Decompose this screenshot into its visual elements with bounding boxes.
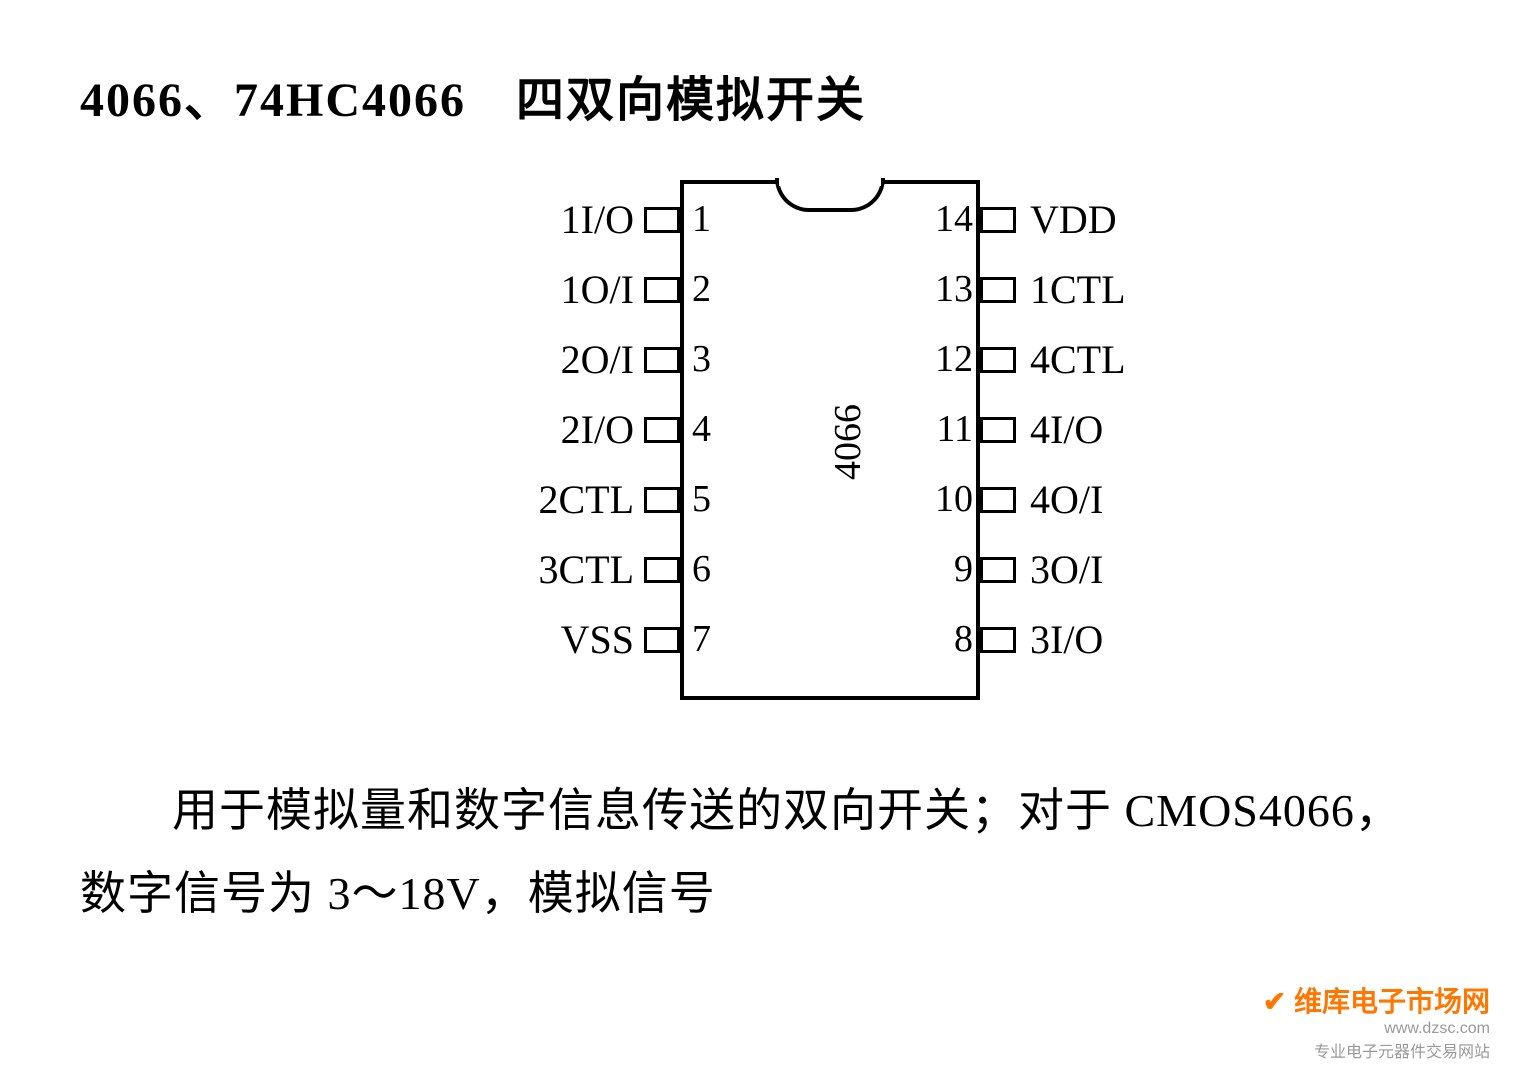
pin-3-number: 3: [692, 337, 711, 381]
watermark-sub: 专业电子元器件交易网站: [1263, 1038, 1490, 1062]
pin-10-label: 4O/I: [1030, 476, 1103, 523]
pin-4-label: 2I/O: [80, 406, 634, 453]
pin-6-number: 6: [692, 547, 711, 591]
pin-11-number: 11: [918, 407, 973, 451]
pin-14-pad: [980, 207, 1016, 233]
pin-2-number: 2: [692, 267, 711, 311]
pin-1-label: 1I/O: [80, 196, 634, 243]
pin-4-pad: [644, 417, 680, 443]
pin-2-pad: [644, 277, 680, 303]
pin-14-number: 14: [918, 197, 973, 241]
pin-13-number: 13: [918, 267, 973, 311]
pin-1-number: 1: [692, 197, 711, 241]
pin-11-pad: [980, 417, 1016, 443]
pin-6-pad: [644, 557, 680, 583]
pin-9-number: 9: [918, 547, 973, 591]
watermark: ✔ 维库电子市场网 www.dzsc.com 专业电子元器件交易网站: [1263, 980, 1490, 1062]
pin-5-number: 5: [692, 477, 711, 521]
pin-2-label: 1O/I: [80, 266, 634, 313]
pin-14-label: VDD: [1030, 196, 1117, 243]
pin-8-number: 8: [918, 617, 973, 661]
pin-12-pad: [980, 347, 1016, 373]
description-text: 用于模拟量和数字信息传送的双向开关；对于 CMOS4066，数字信号为 3～18…: [80, 770, 1440, 936]
pin-9-label: 3O/I: [1030, 546, 1103, 593]
pin-10-pad: [980, 487, 1016, 513]
pin-3-label: 2O/I: [80, 336, 634, 383]
pin-10-number: 10: [918, 477, 973, 521]
pin-7-label: VSS: [80, 616, 634, 663]
pin-3-pad: [644, 347, 680, 373]
pin-8-label: 3I/O: [1030, 616, 1103, 663]
pin-11-label: 4I/O: [1030, 406, 1103, 453]
pin-6-label: 3CTL: [80, 546, 634, 593]
pin-5-label: 2CTL: [80, 476, 634, 523]
pin-8-pad: [980, 627, 1016, 653]
chip-diagram: 4066 1 1I/O 2 1O/I 3 2O/I 4 2I/O 5 2CTL 6 3CTL 7 VSS 14…: [80, 170, 1440, 730]
page-title: 4066、74HC4066 四双向模拟开关: [80, 60, 1440, 130]
pin-12-label: 4CTL: [1030, 336, 1126, 383]
pin-1-pad: [644, 207, 680, 233]
watermark-logo-text: 维库电子市场网: [1294, 986, 1490, 1017]
pin-12-number: 12: [918, 337, 973, 381]
watermark-icon: ✔: [1263, 986, 1286, 1017]
pin-13-pad: [980, 277, 1016, 303]
pin-7-number: 7: [692, 617, 711, 661]
watermark-logo: ✔ 维库电子市场网: [1263, 980, 1490, 1020]
pin-4-number: 4: [692, 407, 711, 451]
pin-9-pad: [980, 557, 1016, 583]
pin-7-pad: [644, 627, 680, 653]
chip-name-label: 4066: [826, 404, 870, 480]
pin-5-pad: [644, 487, 680, 513]
pin-13-label: 1CTL: [1030, 266, 1126, 313]
watermark-url: www.dzsc.com: [1263, 1020, 1490, 1038]
